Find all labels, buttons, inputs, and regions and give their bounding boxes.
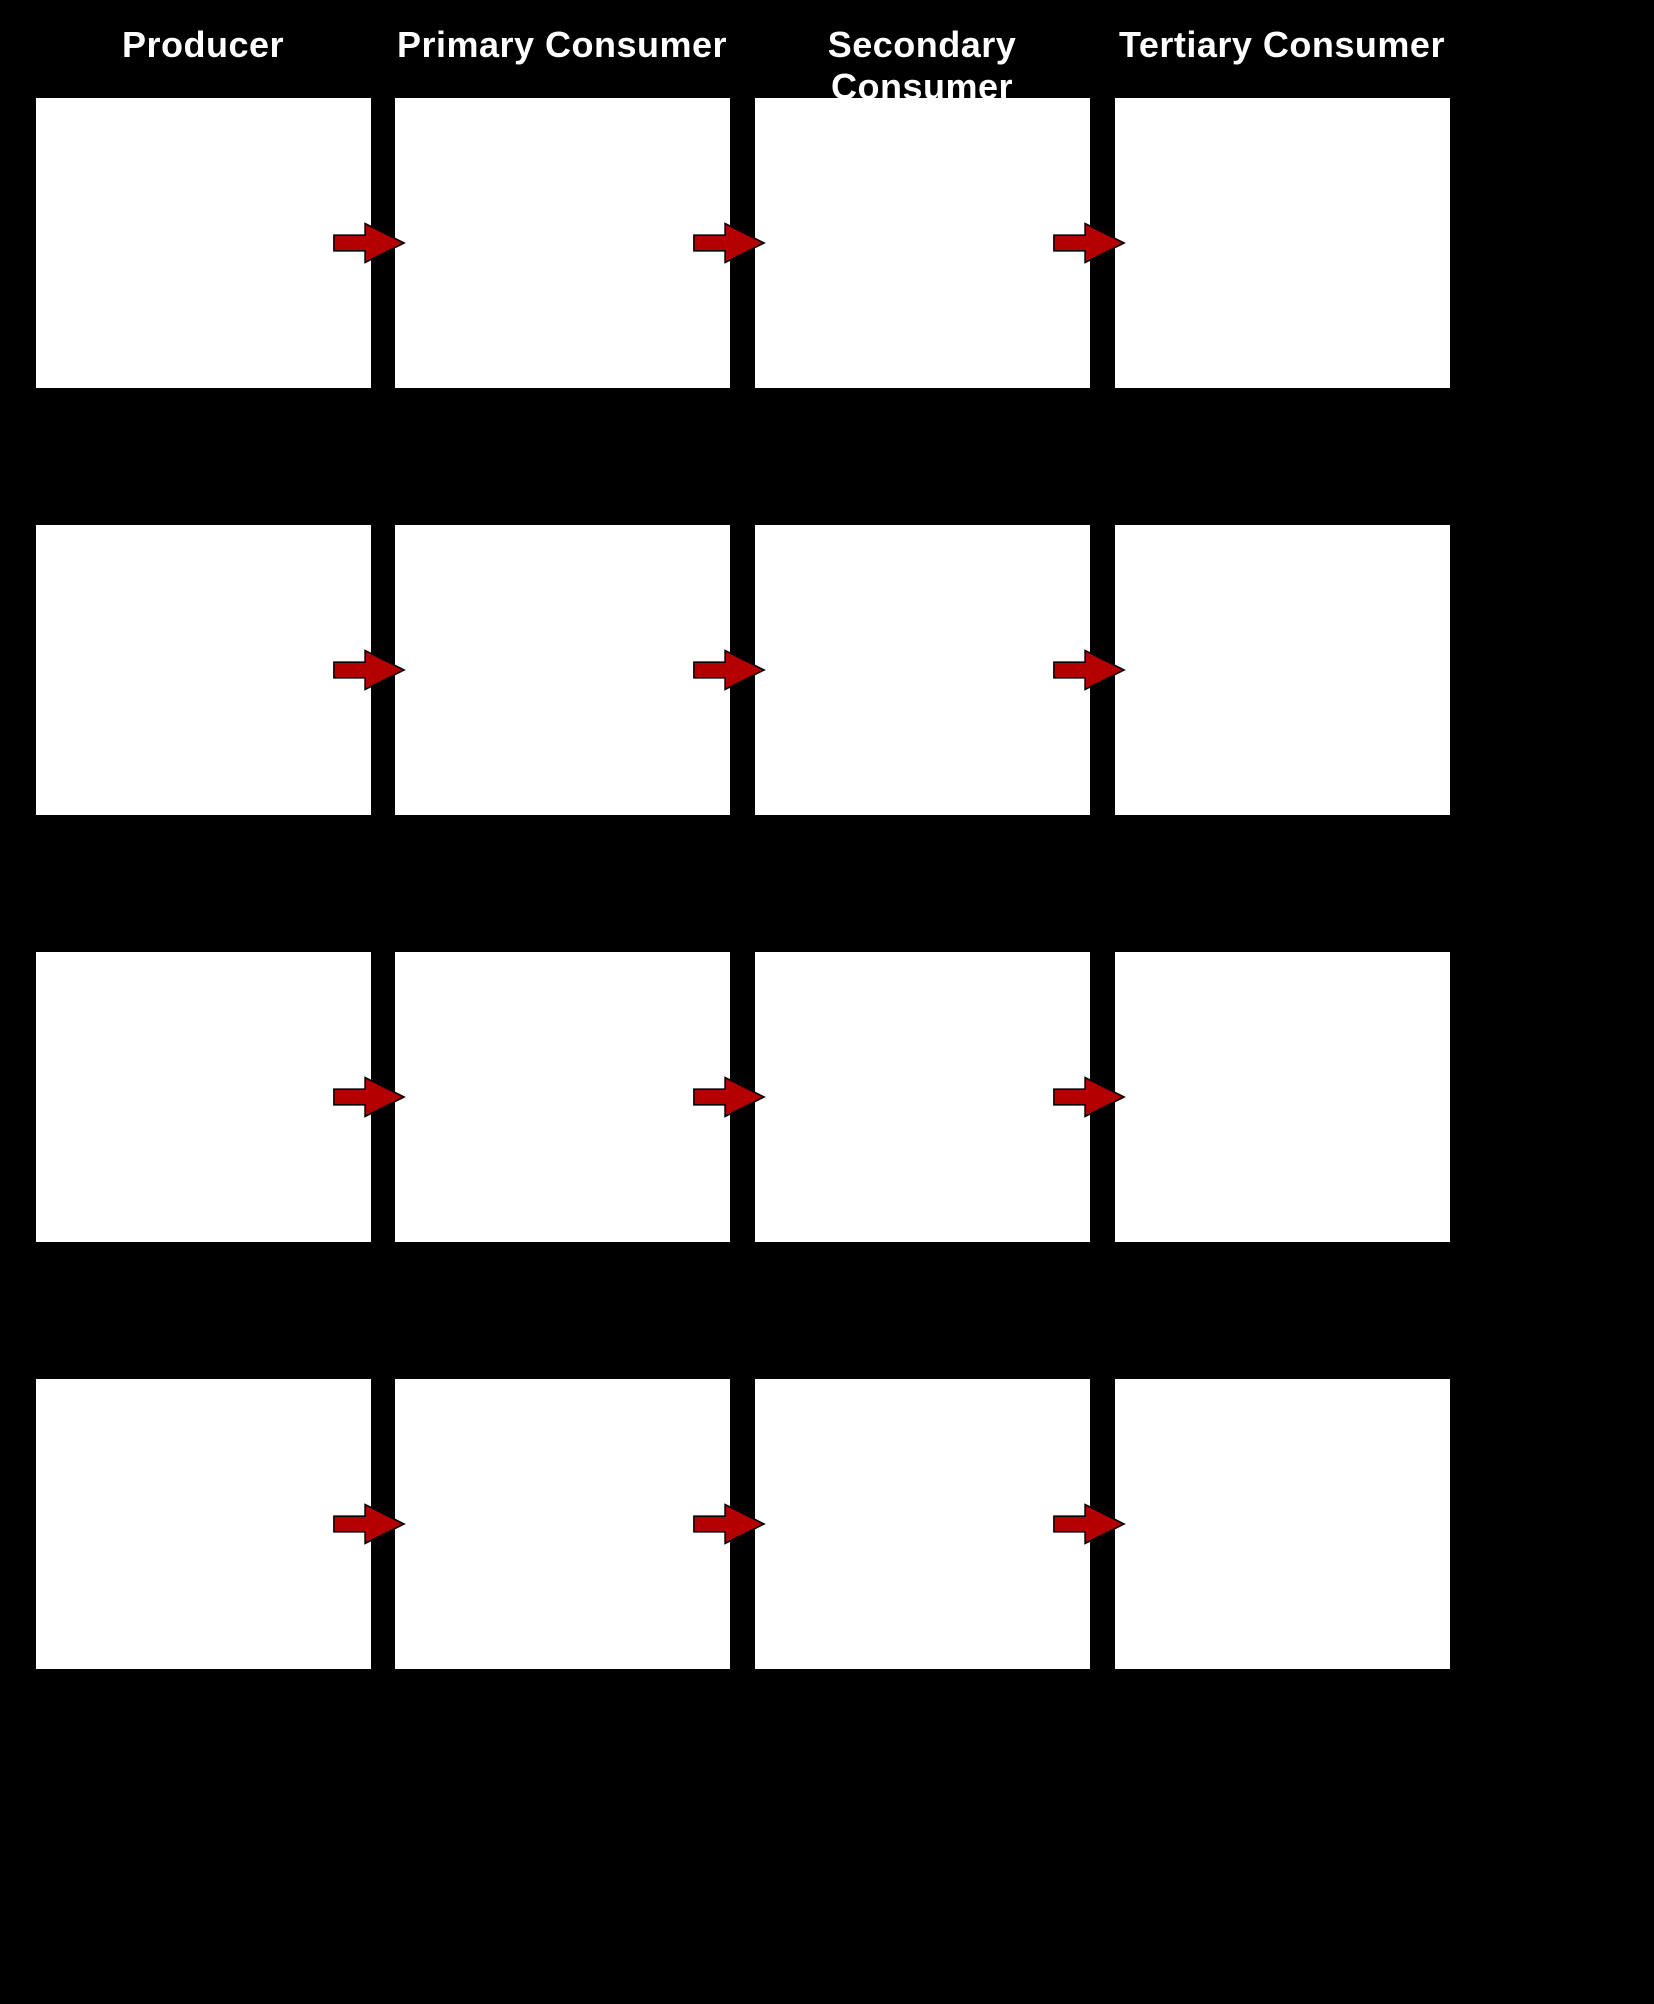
header-producer: Producer (36, 24, 371, 66)
cell-r1-c1 (395, 525, 730, 815)
arrow-right-icon (690, 1494, 768, 1554)
cell-r0-c3 (1115, 98, 1450, 388)
header-secondary-consumer: Secondary Consumer (755, 24, 1090, 108)
cell-r2-c0 (36, 952, 371, 1242)
arrow-right-icon (1050, 1494, 1128, 1554)
arrow-right-icon (690, 1067, 768, 1127)
cell-r3-c3 (1115, 1379, 1450, 1669)
cell-r1-c3 (1115, 525, 1450, 815)
arrow-right-icon (330, 640, 408, 700)
cell-r0-c2 (755, 98, 1090, 388)
header-primary-consumer: Primary Consumer (395, 24, 730, 66)
arrow-right-icon (1050, 213, 1128, 273)
cell-r3-c1 (395, 1379, 730, 1669)
header-row: Producer Primary Consumer Secondary Cons… (0, 0, 1654, 80)
cell-r0-c0 (36, 98, 371, 388)
arrow-right-icon (330, 213, 408, 273)
cell-r2-c1 (395, 952, 730, 1242)
arrow-right-icon (1050, 1067, 1128, 1127)
arrow-right-icon (330, 1494, 408, 1554)
arrow-right-icon (690, 640, 768, 700)
arrow-right-icon (690, 213, 768, 273)
cell-r3-c2 (755, 1379, 1090, 1669)
cell-r0-c1 (395, 98, 730, 388)
arrow-right-icon (1050, 640, 1128, 700)
arrow-right-icon (330, 1067, 408, 1127)
header-tertiary-consumer: Tertiary Consumer (1115, 24, 1450, 66)
cell-r1-c0 (36, 525, 371, 815)
cell-r1-c2 (755, 525, 1090, 815)
cell-r2-c3 (1115, 952, 1450, 1242)
cell-r2-c2 (755, 952, 1090, 1242)
cell-r3-c0 (36, 1379, 371, 1669)
